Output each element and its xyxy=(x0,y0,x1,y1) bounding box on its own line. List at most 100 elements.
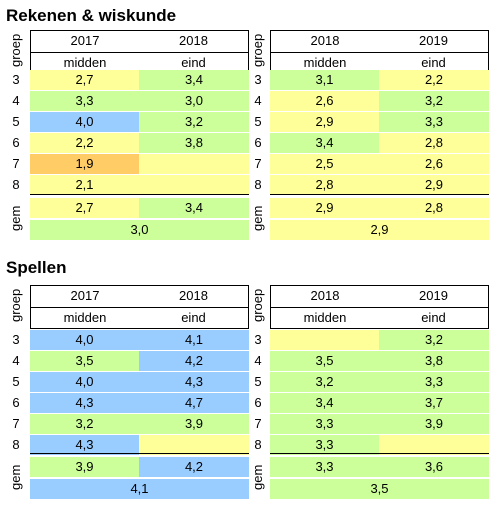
score-cell: 4,3 xyxy=(139,372,249,392)
groep-label: groep xyxy=(250,33,265,67)
score-cell: 2,8 xyxy=(270,175,379,195)
divider xyxy=(270,194,489,195)
table-row: 2,6 3,2 xyxy=(270,91,489,111)
groep-number: 5 xyxy=(12,114,20,129)
score-cell: 4,3 xyxy=(30,393,139,413)
column-header: midden xyxy=(63,309,107,325)
score-cell: 3,3 xyxy=(270,435,379,455)
table-row: 4,0 4,1 xyxy=(30,330,249,350)
year-header: 2018 xyxy=(179,288,208,303)
gem-row: 2,7 3,4 xyxy=(30,198,249,218)
column-header: midden xyxy=(303,54,347,70)
groep-number: 5 xyxy=(254,374,262,389)
groep-number: 3 xyxy=(254,72,262,87)
table-row: 2,8 2,9 xyxy=(270,175,489,195)
overall-average: 4,1 xyxy=(30,479,249,499)
column-header: eind xyxy=(421,309,446,325)
year-header: 2018 xyxy=(310,33,340,48)
groep-number: 5 xyxy=(254,114,262,129)
score-cell: 3,4 xyxy=(270,133,379,153)
table-row: 3,3 3,0 xyxy=(30,91,249,111)
table-header: 2018 2019 midden eind xyxy=(270,30,489,74)
score-cell: 4,0 xyxy=(30,372,139,392)
groep-number: 8 xyxy=(254,177,262,192)
year-header: 2017 xyxy=(70,33,100,48)
score-cell: 3,4 xyxy=(139,70,249,90)
score-cell: 2,9 xyxy=(379,175,489,195)
gem-label: gem xyxy=(250,205,265,231)
score-cell: 3,2 xyxy=(139,112,249,132)
gem-cell: 2,8 xyxy=(379,198,489,218)
year-header: 2018 xyxy=(310,288,340,303)
score-cell: 3,1 xyxy=(270,70,379,90)
table-row: 3,4 3,7 xyxy=(270,393,489,413)
groep-number: 4 xyxy=(12,93,20,108)
score-cell: 4,0 xyxy=(30,112,139,132)
gem-row: 3,9 4,2 xyxy=(30,457,249,477)
gem-label: gem xyxy=(250,464,265,490)
score-cell xyxy=(139,154,249,174)
gem-row: 3,3 3,6 xyxy=(270,457,489,477)
gem-values: 3,9 4,2 xyxy=(30,457,249,477)
score-cell: 3,3 xyxy=(379,372,489,392)
groep-number: 8 xyxy=(12,437,20,452)
year-header: 2018 xyxy=(179,33,208,48)
table-row: 1,9 xyxy=(30,154,249,174)
groep-number: 7 xyxy=(254,156,262,171)
score-cell: 3,2 xyxy=(379,91,489,111)
column-header: eind xyxy=(181,309,206,325)
score-cell: 3,4 xyxy=(270,393,379,413)
table-row: 3,2 3,3 xyxy=(270,372,489,392)
table-row: 2,9 3,3 xyxy=(270,112,489,132)
groep-number: 3 xyxy=(254,332,262,347)
column-row: midden eind xyxy=(31,53,248,74)
divider xyxy=(30,453,249,454)
score-cell: 2,8 xyxy=(379,133,489,153)
table-body: 2,7 3,4 3,3 3,0 4,0 3,2 2,2 3,8 1,9 2,1 xyxy=(30,70,249,196)
score-cell: 3,3 xyxy=(379,112,489,132)
score-cell: 2,5 xyxy=(270,154,379,174)
score-cell: 3,8 xyxy=(379,351,489,371)
gem-cell: 3,3 xyxy=(270,457,379,477)
table-body: 3,2 3,5 3,8 3,2 3,3 3,4 3,7 3,3 3,9 3,3 xyxy=(270,330,489,456)
score-cell: 3,9 xyxy=(139,414,249,434)
year-row: 2018 2019 xyxy=(271,286,488,308)
overall-average: 3,5 xyxy=(270,479,489,499)
groep-number: 4 xyxy=(254,93,262,108)
year-row: 2018 2019 xyxy=(271,31,488,53)
column-row: midden eind xyxy=(31,308,248,329)
groep-number: 6 xyxy=(254,135,262,150)
section-title: Spellen xyxy=(6,258,67,277)
gem-cell: 2,7 xyxy=(30,198,139,218)
groep-label: groep xyxy=(250,288,265,322)
score-cell: 2,2 xyxy=(379,70,489,90)
column-header: midden xyxy=(303,309,347,325)
groep-number: 6 xyxy=(254,395,262,410)
gem-values: 2,7 3,4 xyxy=(30,198,249,218)
column-row: midden eind xyxy=(271,53,488,74)
score-cell: 2,1 xyxy=(30,175,139,195)
table-header: 2017 2018 midden eind xyxy=(30,285,249,329)
overall-average: 3,0 xyxy=(30,220,249,240)
overall-average: 2,9 xyxy=(270,220,489,240)
groep-number: 4 xyxy=(254,353,262,368)
score-cell: 3,3 xyxy=(270,414,379,434)
table-row: 3,2 3,9 xyxy=(30,414,249,434)
score-cell: 4,2 xyxy=(139,351,249,371)
year-row: 2017 2018 xyxy=(31,31,248,53)
year-row: 2017 2018 xyxy=(31,286,248,308)
gem-cell: 3,6 xyxy=(379,457,489,477)
groep-number: 6 xyxy=(12,135,20,150)
groep-number: 7 xyxy=(254,416,262,431)
table-row: 3,4 2,8 xyxy=(270,133,489,153)
table-row: 2,5 2,6 xyxy=(270,154,489,174)
groep-number: 3 xyxy=(12,332,20,347)
score-cell: 3,8 xyxy=(139,133,249,153)
score-cell: 4,7 xyxy=(139,393,249,413)
table-header: 2017 2018 midden eind xyxy=(30,30,249,74)
score-cell: 3,2 xyxy=(30,414,139,434)
score-cell: 2,7 xyxy=(30,70,139,90)
score-cell: 2,2 xyxy=(30,133,139,153)
score-cell: 3,2 xyxy=(379,330,489,350)
gem-cell: 4,2 xyxy=(139,457,249,477)
